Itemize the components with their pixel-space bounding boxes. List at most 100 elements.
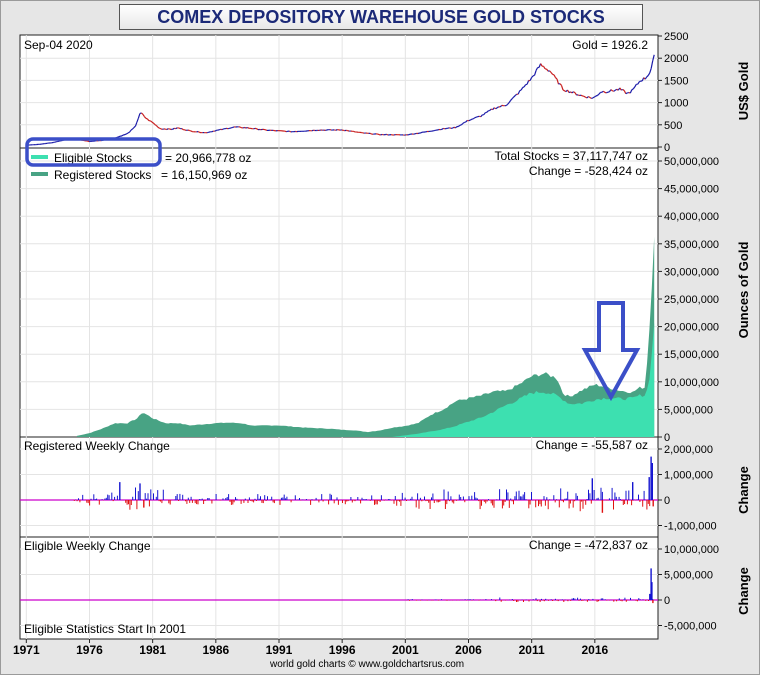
gold-price-segment xyxy=(583,95,586,98)
registered-legend-label: Registered Stocks xyxy=(54,168,151,182)
gold-price-segment xyxy=(513,95,516,98)
gold-price-segment xyxy=(175,127,178,130)
gold-price-segment xyxy=(603,90,606,93)
gold-ylabel: US$ Gold xyxy=(736,62,751,121)
gold-price-segment xyxy=(178,127,181,130)
gold-price-segment xyxy=(564,90,567,93)
y-tick-label: 45,000,000 xyxy=(664,184,719,196)
y-tick-label: 15,000,000 xyxy=(664,349,719,361)
eligible-legend-swatch xyxy=(31,155,48,159)
gold-price-segment xyxy=(535,67,539,71)
chart-title: COMEX DEPOSITORY WAREHOUSE GOLD STOCKS xyxy=(157,6,605,27)
gold-price-segment xyxy=(151,121,154,124)
gold-price-segment xyxy=(559,83,562,86)
gold-price-segment xyxy=(580,94,583,97)
eligible-change-title: Eligible Weekly Change xyxy=(24,539,151,553)
gold-price-segment xyxy=(562,89,565,92)
gold-price-segment xyxy=(520,87,524,91)
gold-price-segment xyxy=(219,128,221,131)
gold-price-segment xyxy=(568,91,571,94)
gold-price-segment xyxy=(614,88,618,91)
y-tick-label: 0 xyxy=(664,142,670,154)
y-tick-label: 0 xyxy=(664,595,670,607)
gold-price-segment xyxy=(353,130,356,133)
gold-price-segment xyxy=(621,88,624,91)
gold-price-segment xyxy=(468,119,471,122)
gold-price-segment xyxy=(464,121,467,124)
gold-price-segment xyxy=(570,91,573,94)
y-tick-label: 500 xyxy=(664,120,682,132)
y-tick-label: 0 xyxy=(664,495,670,507)
gold-price-segment xyxy=(619,87,622,91)
y-tick-label: -1,000,000 xyxy=(664,521,717,533)
stocks-ylabel: Ounces of Gold xyxy=(736,242,751,339)
x-tick-label: 1986 xyxy=(202,643,229,657)
gold-price-segment xyxy=(469,118,473,121)
gold-price-segment xyxy=(117,136,120,138)
gold-price-segment xyxy=(265,129,268,131)
registered-change-title: Registered Weekly Change xyxy=(24,439,170,453)
gold-price-segment xyxy=(517,90,521,95)
x-tick-label: 1981 xyxy=(139,643,166,657)
gold-price-segment xyxy=(127,131,130,134)
gold-price-segment xyxy=(526,80,530,85)
gold-price-segment xyxy=(232,126,235,128)
gold-price-segment xyxy=(511,96,515,100)
gold-price-segment xyxy=(121,134,124,137)
gold-price-segment xyxy=(449,127,452,129)
gold-price-segment xyxy=(601,90,604,93)
x-tick-label: 2001 xyxy=(392,643,419,657)
x-tick-layer: 1971 1976 1981 1986 1991 1996 2001 2006 2011 2016 xyxy=(13,639,609,657)
eligible-legend-label: Eligible Stocks xyxy=(54,151,132,165)
gold-price-segment xyxy=(514,93,518,97)
gold-price-segment xyxy=(546,68,549,72)
y-tick-label: 2500 xyxy=(664,31,688,43)
gold-price-segment xyxy=(145,117,148,120)
gold-price-segment xyxy=(455,126,458,129)
gold-price-segment xyxy=(585,96,588,99)
gold-price-segment xyxy=(472,117,476,120)
gold-price-segment xyxy=(458,124,461,127)
eligible-change-ylabel: Change xyxy=(736,567,751,615)
gold-price-segment xyxy=(652,54,655,62)
eligible-change-bars xyxy=(20,568,658,604)
gold-price-segment xyxy=(595,94,598,97)
y-tick-label: 2000 xyxy=(664,53,688,65)
gold-price-segment xyxy=(441,127,444,130)
gold-price-segment xyxy=(329,129,332,131)
gold-price-segment xyxy=(133,125,136,128)
gold-price-segment xyxy=(154,124,157,127)
gold-price-segment xyxy=(531,75,534,78)
gold-price-segment xyxy=(597,93,600,96)
gold-price-segment xyxy=(221,128,224,131)
x-tick-label: 1971 xyxy=(13,643,40,657)
total-stocks-label: Total Stocks = 37,117,747 oz xyxy=(494,149,648,163)
gold-price-segment xyxy=(136,117,139,123)
eligible-footnote: Eligible Statistics Start In 2001 xyxy=(24,622,186,636)
gold-price-segment xyxy=(132,127,135,130)
eligible-change-value: Change = -472,837 oz xyxy=(529,538,648,552)
eligible-stocks-area xyxy=(76,322,655,437)
gold-price-segment xyxy=(152,122,156,126)
gold-price-segment xyxy=(589,96,592,99)
y-tick-label: -5,000,000 xyxy=(664,621,717,633)
gold-price-segment xyxy=(555,77,558,80)
gold-price-segment xyxy=(493,107,497,110)
registered-change-panel xyxy=(19,436,659,538)
gold-price-segment xyxy=(483,112,486,116)
gold-price-segment xyxy=(510,98,513,101)
gold-price-segment xyxy=(247,127,250,129)
gold-price-segment xyxy=(244,126,247,129)
gold-price-segment xyxy=(172,127,175,130)
gold-price-segment xyxy=(508,99,512,103)
stocks-area-layer xyxy=(76,236,655,437)
gold-price-segment xyxy=(286,130,289,133)
gold-price-segment xyxy=(155,125,159,128)
gold-price-segment xyxy=(208,131,211,133)
date-label: Sep-04 2020 xyxy=(24,38,93,52)
gold-price-segment xyxy=(124,133,127,136)
gold-price-segment xyxy=(495,107,498,110)
gold-price-segment xyxy=(612,90,615,92)
gold-price-segment xyxy=(592,96,595,99)
gold-price-segment xyxy=(486,110,489,113)
